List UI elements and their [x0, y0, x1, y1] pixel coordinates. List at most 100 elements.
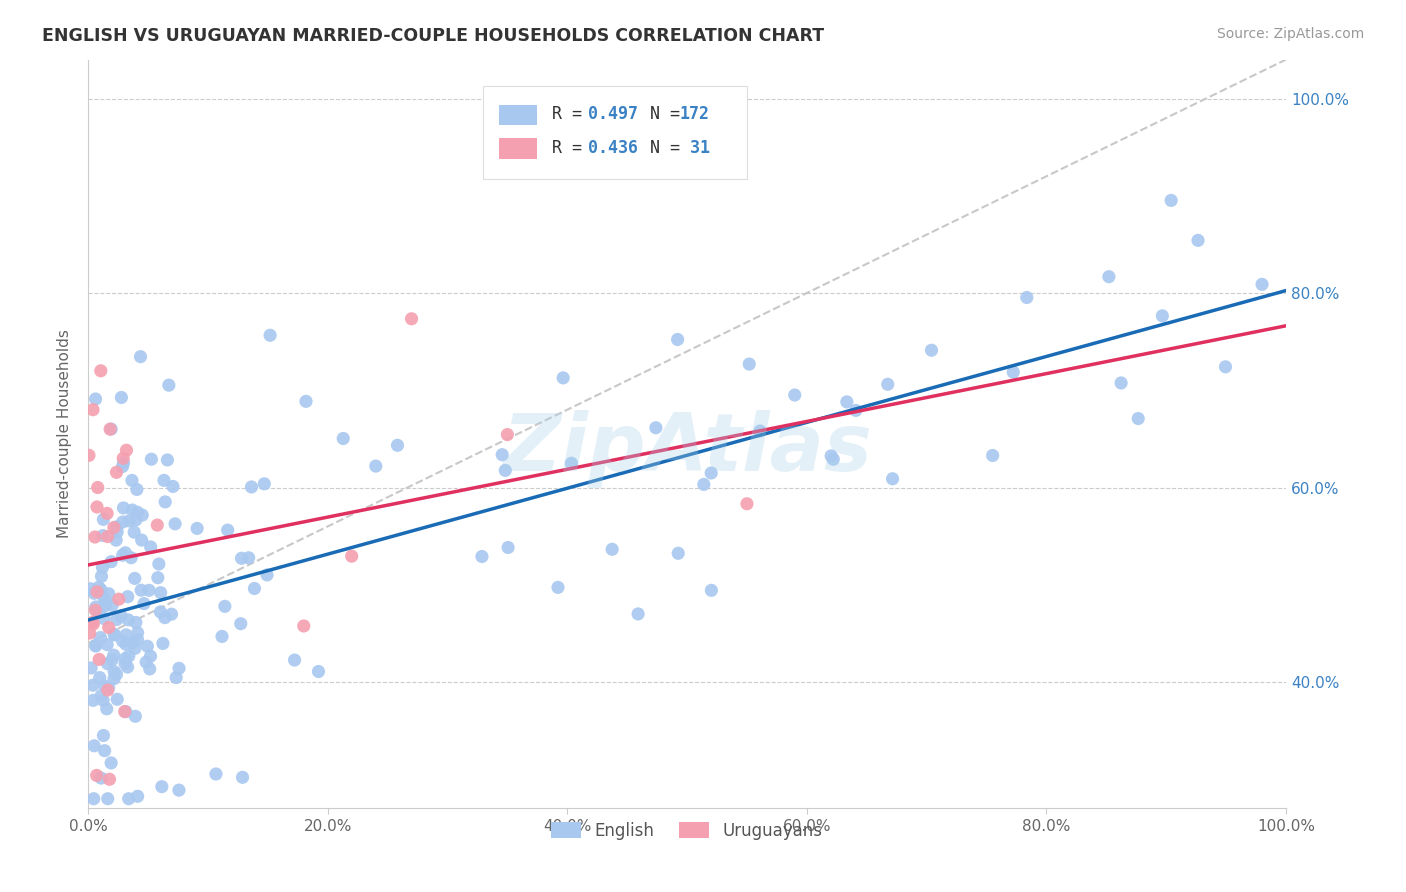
Point [83, 586, 105, 600]
Point [783, 388, 806, 402]
Point [165, 671, 187, 685]
Point [101, 598, 124, 612]
Point [127, 625, 149, 640]
Point [165, 516, 187, 531]
Point [121, 503, 143, 517]
Point [125, 513, 148, 527]
Point [149, 585, 172, 599]
Point [115, 443, 138, 458]
Point [114, 705, 136, 719]
Point [96, 702, 118, 716]
Point [131, 508, 153, 522]
Point [149, 605, 172, 619]
Point [845, 403, 868, 417]
Point [243, 582, 266, 596]
Point [139, 649, 162, 664]
Point [93, 744, 115, 758]
Point [104, 628, 127, 642]
Point [118, 514, 141, 528]
Point [217, 523, 239, 537]
Point [644, 421, 666, 435]
Point [240, 480, 263, 494]
Point [83, 791, 105, 805]
Point [138, 662, 160, 676]
Point [238, 550, 260, 565]
Point [138, 583, 160, 598]
Point [89, 671, 111, 685]
Text: 31: 31 [681, 139, 710, 157]
Point [820, 449, 842, 463]
Point [98, 422, 121, 436]
Point [77, 448, 100, 462]
Point [259, 328, 281, 343]
Point [114, 546, 136, 560]
Point [141, 452, 163, 467]
Point [157, 378, 180, 392]
Point [93, 612, 115, 626]
Point [1251, 277, 1274, 292]
Point [105, 520, 128, 534]
Point [835, 395, 858, 409]
Point [231, 770, 253, 784]
Point [111, 634, 134, 648]
Point [1098, 269, 1121, 284]
Point [97, 657, 120, 671]
Point [153, 610, 176, 624]
Bar [499, 104, 537, 126]
Point [101, 653, 124, 667]
Point [97, 621, 120, 635]
Point [295, 394, 318, 409]
Point [105, 533, 128, 548]
Point [127, 505, 149, 519]
Point [89, 652, 111, 666]
Point [105, 667, 128, 681]
Point [117, 613, 139, 627]
Point [115, 705, 138, 719]
Point [114, 651, 136, 665]
Point [292, 619, 315, 633]
Point [876, 377, 898, 392]
Point [471, 549, 494, 564]
Point [693, 477, 716, 491]
Point [120, 550, 142, 565]
Point [103, 648, 125, 663]
Point [94, 679, 117, 693]
Text: ENGLISH VS URUGUAYAN MARRIED-COUPLE HOUSEHOLDS CORRELATION CHART: ENGLISH VS URUGUAYAN MARRIED-COUPLE HOUS… [42, 27, 824, 45]
Point [921, 343, 943, 358]
Point [1002, 365, 1025, 379]
Point [1015, 291, 1038, 305]
Point [84, 530, 107, 544]
Point [110, 608, 132, 623]
Point [103, 665, 125, 679]
Point [132, 597, 155, 611]
Point [129, 583, 152, 598]
Point [496, 427, 519, 442]
Point [90, 689, 112, 703]
Point [82, 615, 104, 630]
Point [93, 591, 115, 606]
Point [103, 672, 125, 686]
Point [981, 449, 1004, 463]
Point [91, 560, 114, 574]
Point [146, 571, 169, 585]
Text: R =: R = [551, 105, 592, 123]
Point [882, 472, 904, 486]
Point [186, 521, 208, 535]
Point [749, 424, 772, 438]
Point [364, 458, 387, 473]
Point [167, 783, 190, 797]
Point [118, 791, 141, 805]
Point [627, 607, 650, 621]
Point [110, 391, 132, 405]
Point [111, 515, 134, 529]
Point [82, 693, 104, 707]
Point [401, 311, 423, 326]
Point [121, 474, 143, 488]
Point [284, 653, 307, 667]
Point [162, 479, 184, 493]
Point [148, 557, 170, 571]
Point [1152, 309, 1174, 323]
Point [112, 456, 135, 470]
Point [115, 628, 138, 642]
Point [79, 626, 101, 640]
